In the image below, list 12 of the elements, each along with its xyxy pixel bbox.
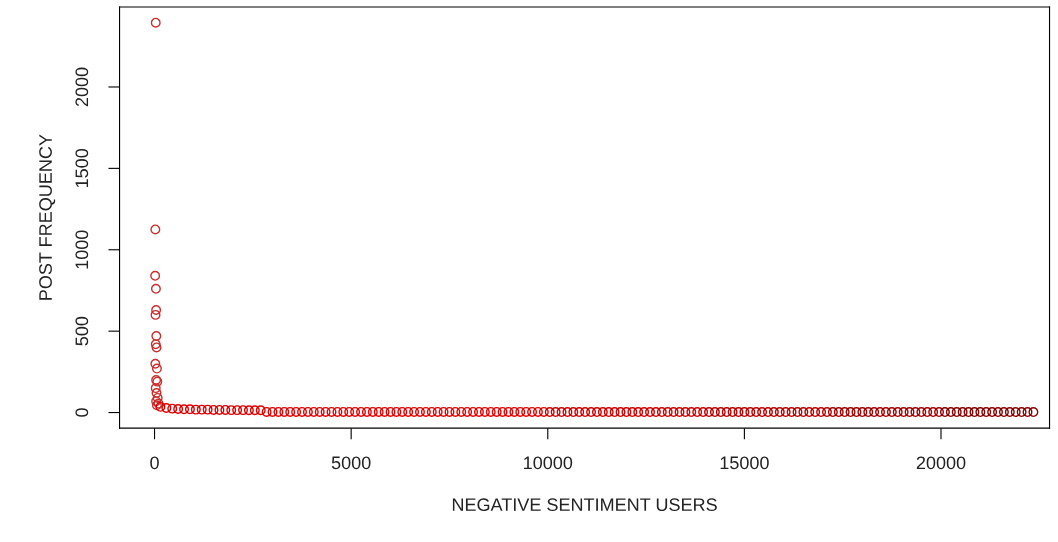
x-tick-label: 20000 xyxy=(916,456,966,470)
x-tick-label: 10000 xyxy=(524,456,573,470)
y-tick-label: 0 xyxy=(75,408,89,417)
x-tick-label: 0 xyxy=(150,456,159,470)
x-tick-label: 15000 xyxy=(720,456,769,470)
x-axis-title: NEGATIVE SENTIMENT USERS xyxy=(452,498,717,512)
y-tick-label: 2000 xyxy=(75,67,89,107)
y-tick-label: 500 xyxy=(75,316,89,346)
x-tick-label: 5000 xyxy=(331,456,371,470)
y-axis-title: POST FREQUENCY xyxy=(39,134,56,300)
y-tick-label: 1500 xyxy=(75,148,89,188)
y-tick-label: 1000 xyxy=(75,230,89,269)
